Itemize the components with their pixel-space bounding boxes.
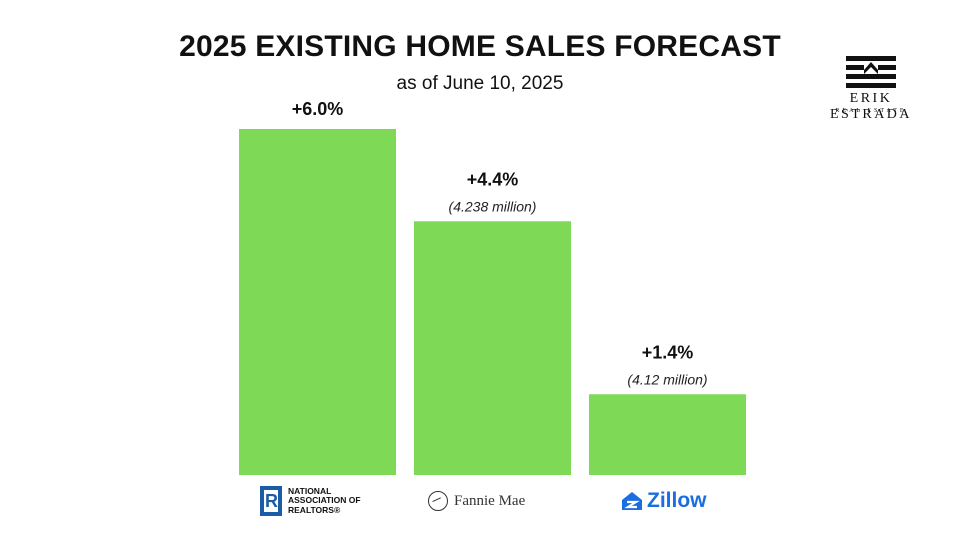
erik-estrada-emblem-icon bbox=[846, 56, 896, 88]
bar-sub-label-3: (4.12 million) bbox=[627, 371, 707, 387]
bar-value-label-2: +4.4% bbox=[467, 169, 519, 189]
zillow-house-icon bbox=[622, 492, 642, 510]
erik-estrada-logo: ERIK ESTRADA REAL ESTATE bbox=[806, 50, 936, 122]
brand-tagline: REAL ESTATE bbox=[835, 108, 907, 114]
bar-value-label-1: +6.0% bbox=[292, 99, 344, 119]
bar-value-label-3: +1.4% bbox=[642, 342, 694, 362]
realtor-r-icon bbox=[260, 486, 282, 516]
category-logo-zillow: Zillow bbox=[620, 484, 707, 518]
fannie-mae-icon bbox=[428, 491, 448, 511]
category-logo-nar: NATIONAL ASSOCIATION OF REALTORS® bbox=[260, 484, 398, 518]
bar-2 bbox=[414, 221, 571, 475]
category-logo-fannie-mae: Fannie Mae bbox=[428, 484, 525, 518]
chart-subtitle: as of June 10, 2025 bbox=[396, 73, 564, 94]
fannie-logo-text: Fannie Mae bbox=[454, 492, 526, 509]
bar-sub-label-2: (4.238 million) bbox=[449, 198, 537, 214]
zillow-logo-text: Zillow bbox=[647, 489, 707, 512]
brand-name: ERIK ESTRADA bbox=[829, 91, 913, 122]
nar-logo-text: NATIONAL ASSOCIATION OF REALTORS® bbox=[288, 485, 361, 515]
bar-1 bbox=[239, 129, 396, 475]
bar-3 bbox=[589, 394, 746, 475]
chart-title: 2025 EXISTING HOME SALES FORECAST bbox=[179, 30, 781, 63]
